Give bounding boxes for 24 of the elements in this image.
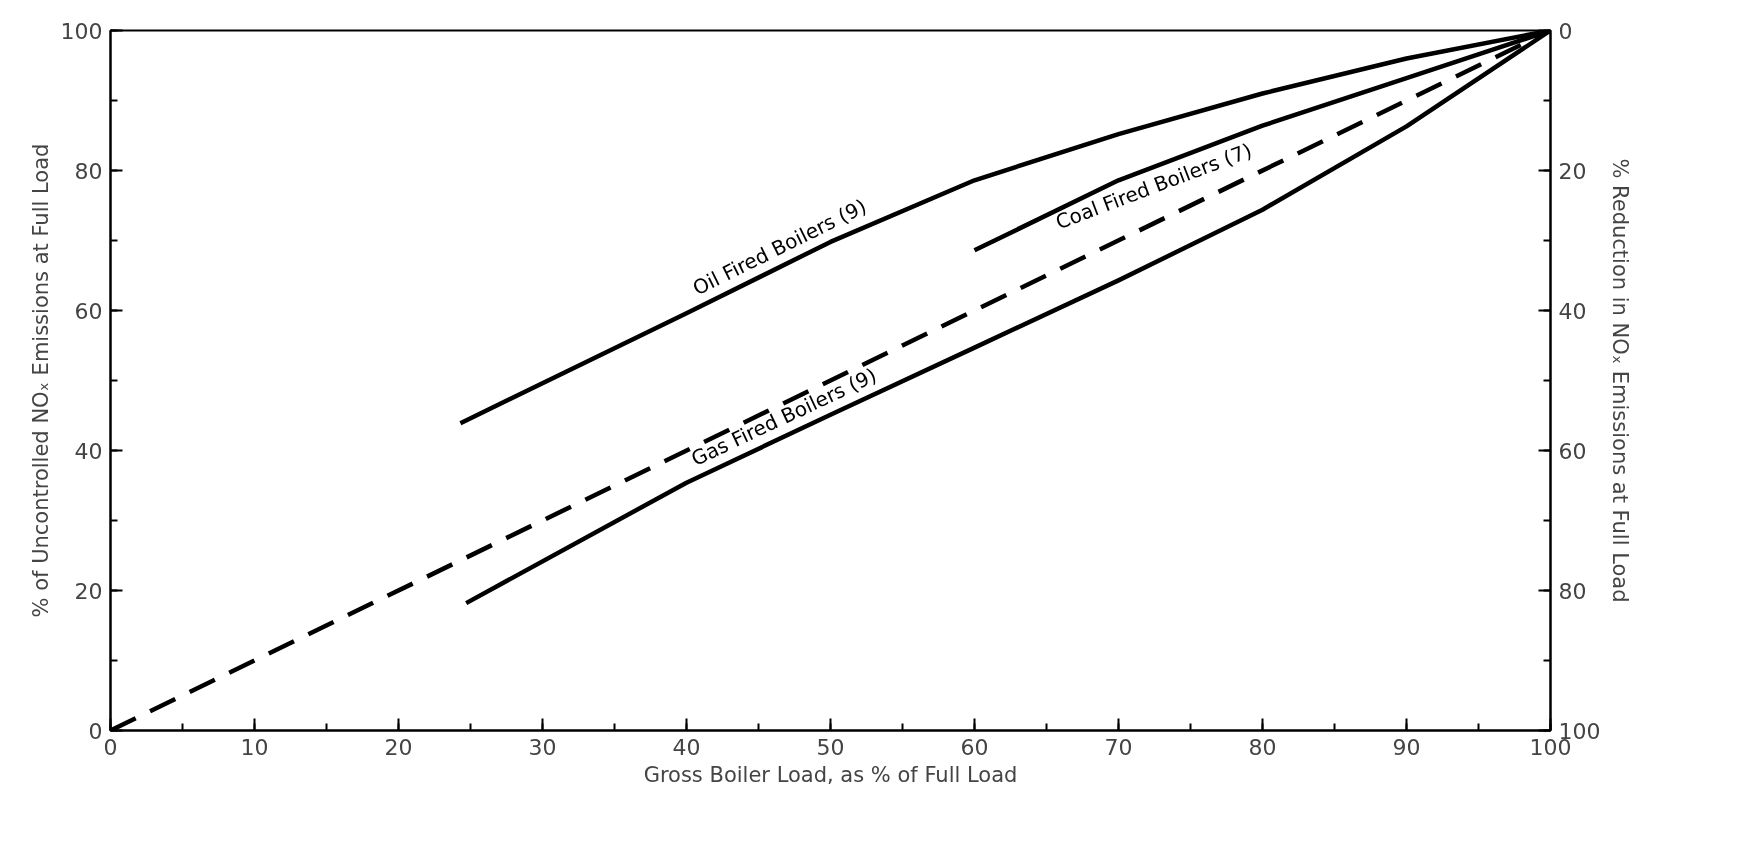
y2-tick-label: 60 [1558,438,1587,464]
x-axis-title: Gross Boiler Load, as % of Full Load [643,762,1018,787]
x-tick-label: 50 [816,734,845,760]
y2-axis-title: % Reduction in NOₓ Emissions at Full Load [1608,158,1633,603]
x-tick-label: 20 [384,734,413,760]
x-tick-label: 40 [672,734,701,760]
y2-tick-label: 0 [1558,18,1573,44]
y-tick-label: 60 [74,298,103,324]
y-axis-title: % of Uncontrolled NOₓ Emissions at Full Load [28,143,53,618]
y2-tick-label: 80 [1558,578,1587,604]
x-tick-label: 30 [528,734,557,760]
y-tick-label: 100 [60,18,103,44]
x-tick-label: 80 [1248,734,1277,760]
x-tick-label: 10 [240,734,269,760]
text: Coal Fired Boilers (7) [1052,138,1256,235]
y-tick-label: 20 [74,578,103,604]
y2-tick-label: 20 [1558,158,1587,184]
x-tick-label: 60 [960,734,989,760]
y-tick-label: 80 [74,158,103,184]
y-tick-label: 0 [88,718,103,744]
x-tick-label: 90 [1392,734,1421,760]
y2-tick-label: 40 [1558,298,1587,324]
x-tick-label: 70 [1104,734,1133,760]
y-tick-label: 40 [74,438,103,464]
